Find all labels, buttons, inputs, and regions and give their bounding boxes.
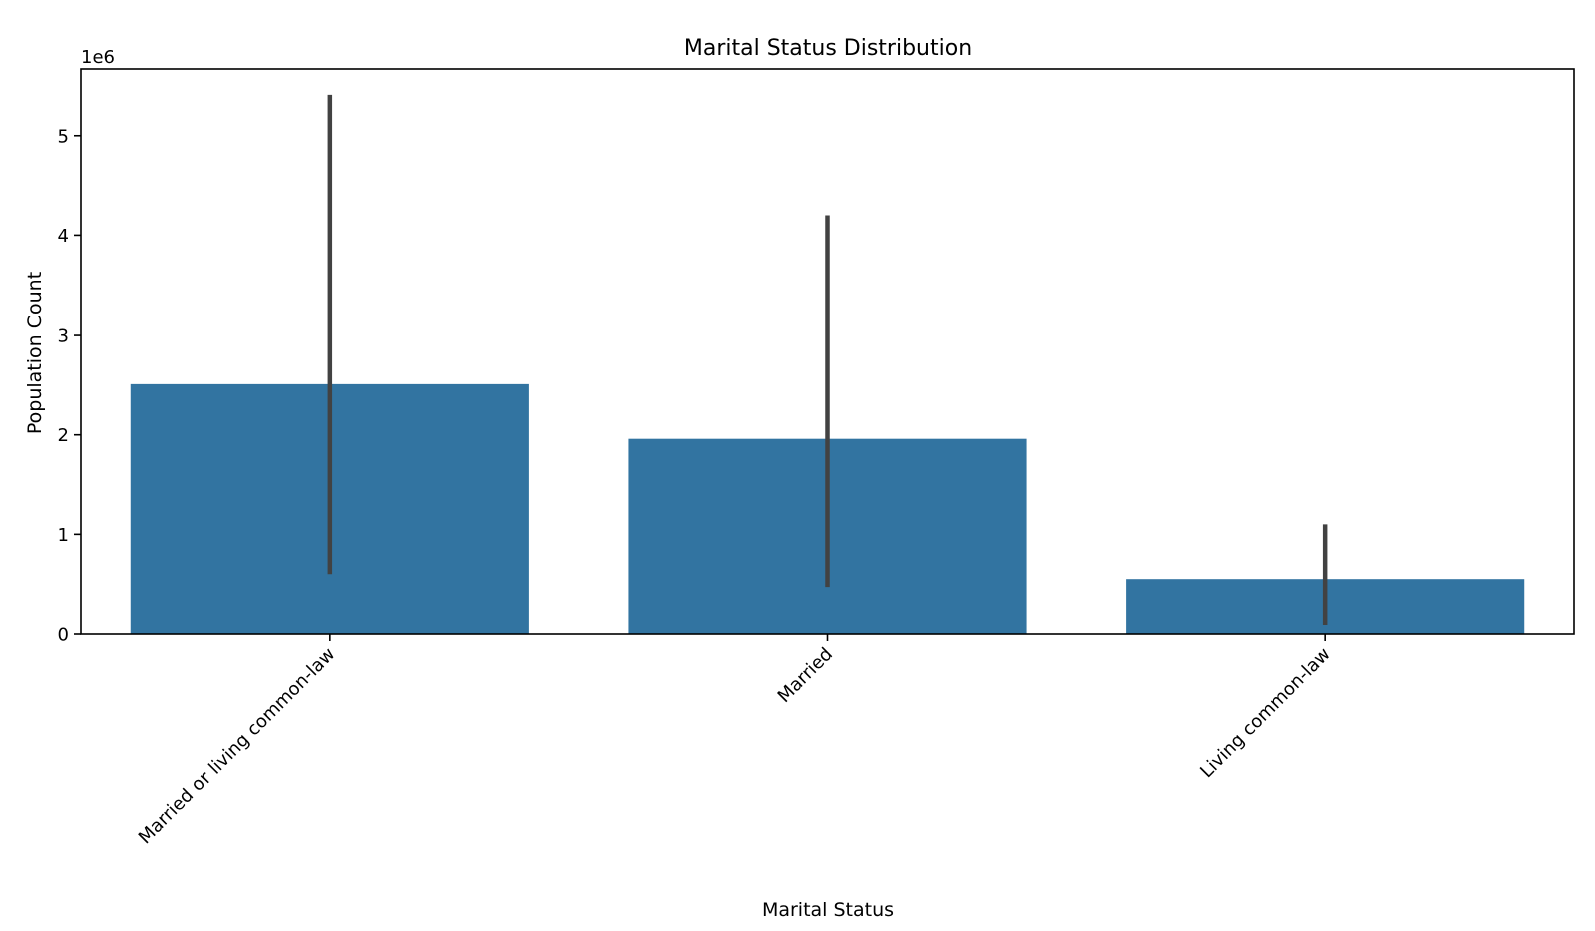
x-tick-label: Married <box>774 644 837 707</box>
x-axis-title: Marital Status <box>762 899 894 921</box>
y-axis-title: Population Count <box>24 272 46 434</box>
y-tick-label: 4 <box>58 226 69 247</box>
y-tick-label: 1 <box>58 525 69 546</box>
y-tick-label: 2 <box>58 425 69 446</box>
y-tick-label: 3 <box>58 326 69 347</box>
error-bars-layer <box>327 94 1328 626</box>
y-axis: 0 1 2 3 4 5 <box>58 126 81 646</box>
y-tick-label: 0 <box>58 625 69 646</box>
x-axis: Married or living common-law Married Livin… <box>135 634 1335 848</box>
x-tick-label: Married or living common-law <box>135 644 340 849</box>
x-tick-label: Living common-law <box>1196 644 1335 783</box>
y-offset-label: 1e6 <box>81 47 115 68</box>
chart-title: Marital Status Distribution <box>684 36 972 61</box>
y-tick-label: 5 <box>58 126 69 147</box>
plot-frame <box>80 68 1575 635</box>
